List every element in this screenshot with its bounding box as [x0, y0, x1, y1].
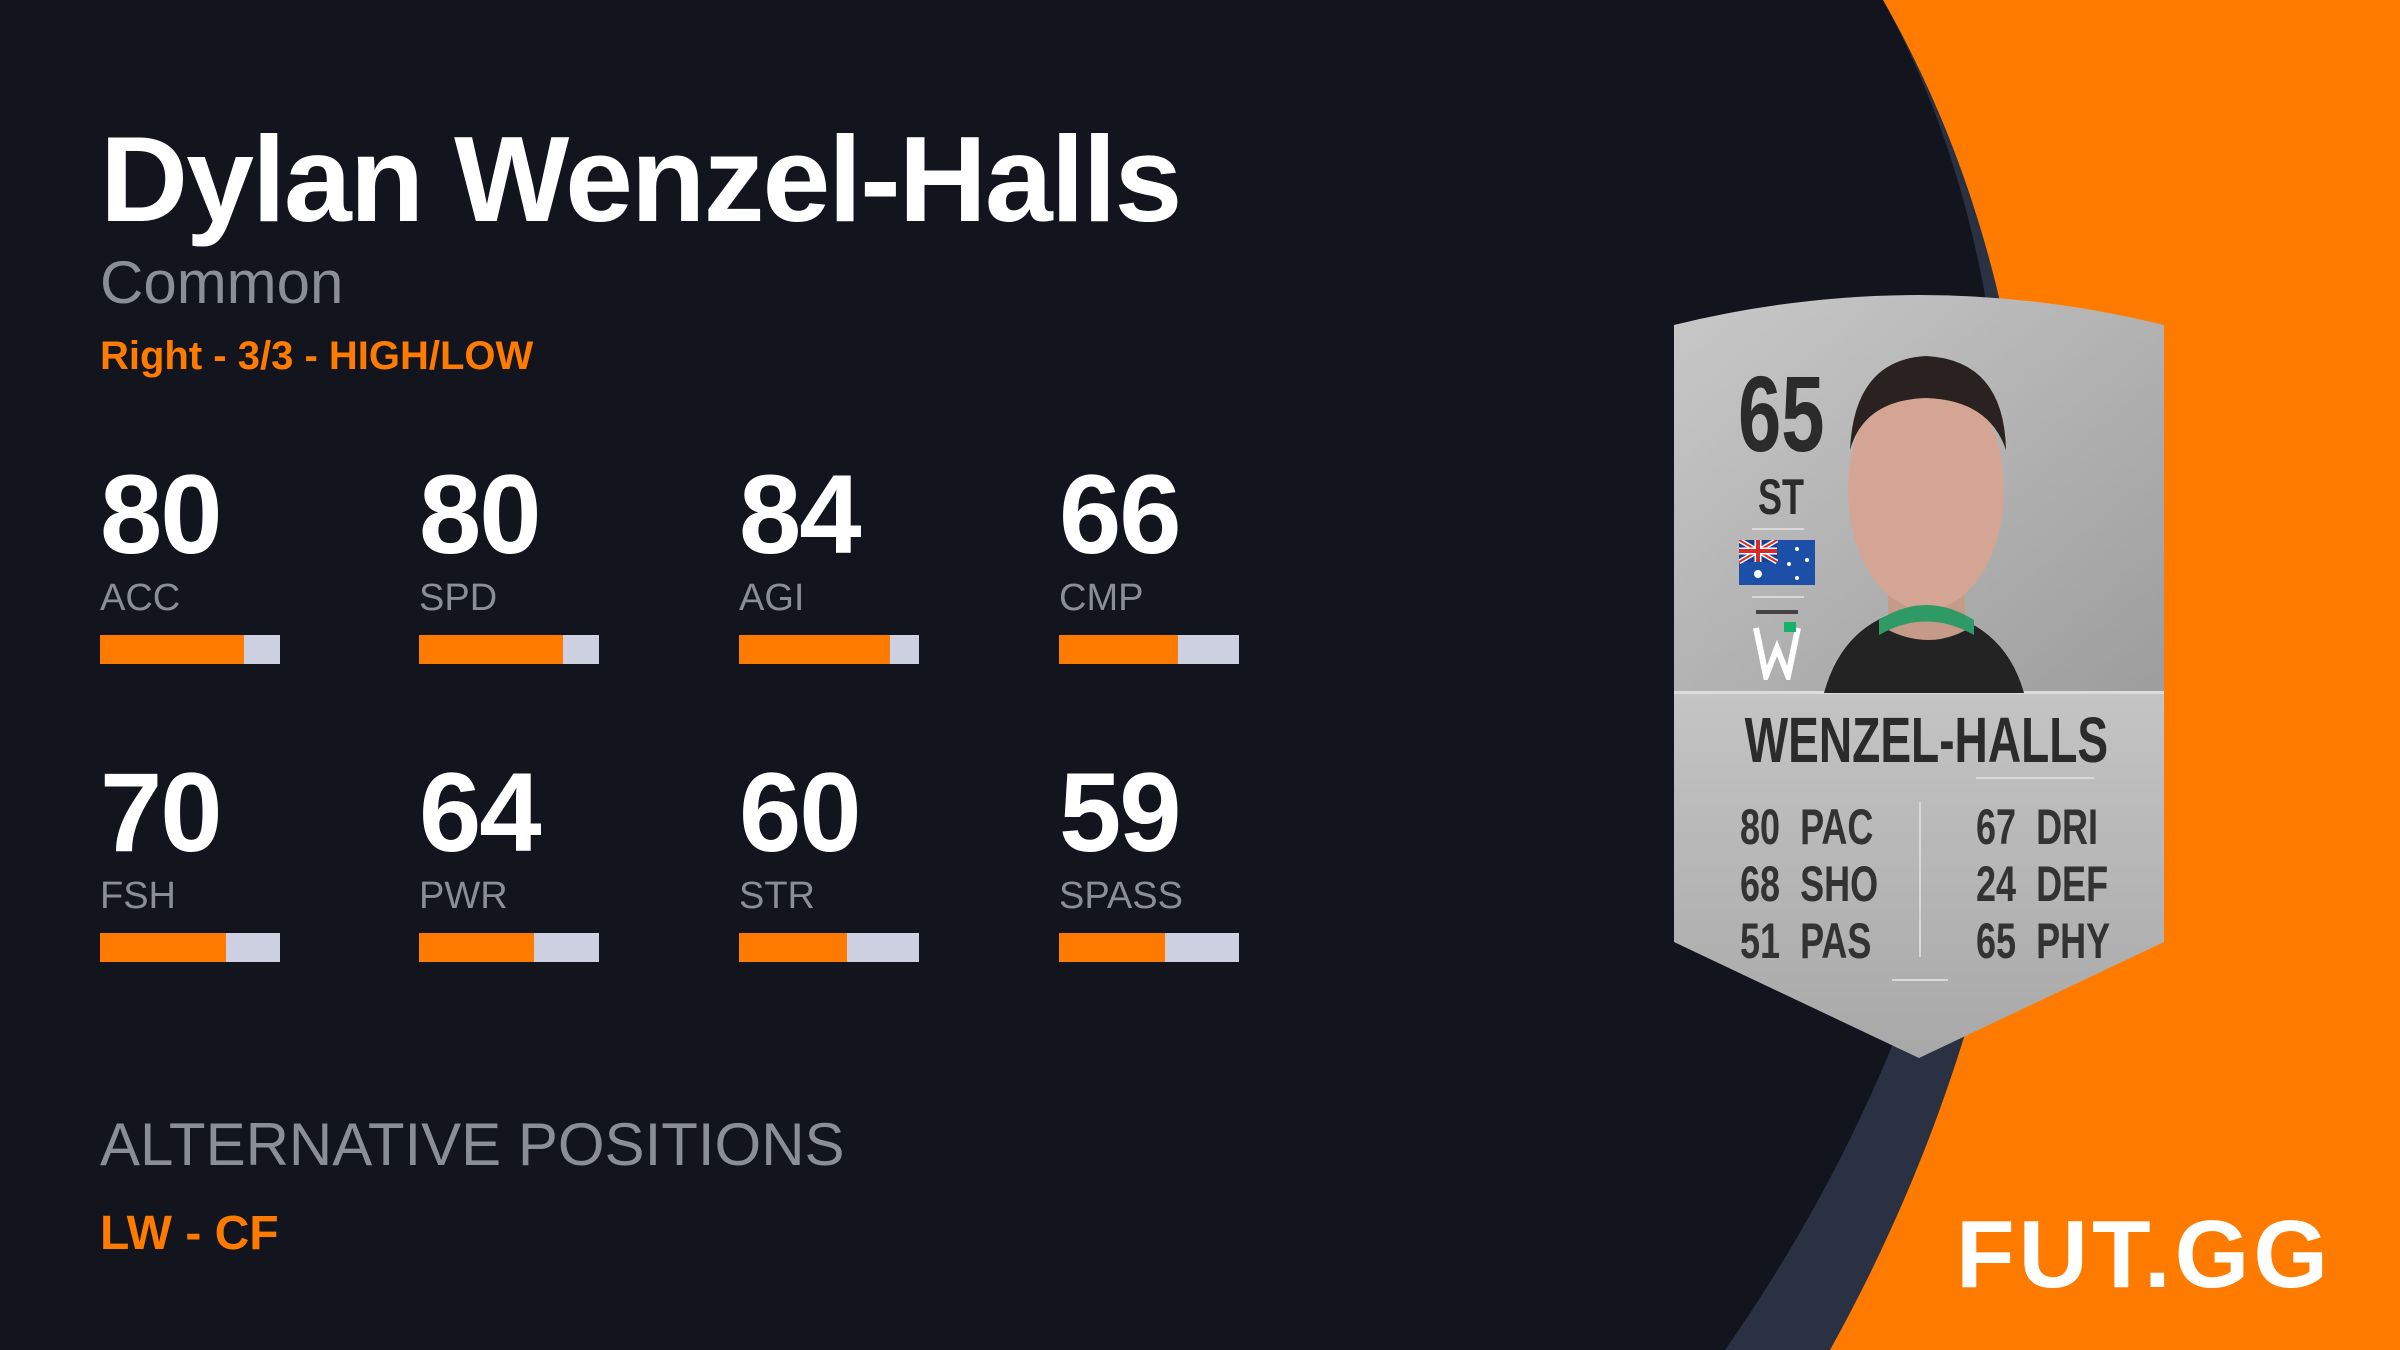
stat-bar-fill	[419, 933, 535, 962]
stat-value: 66	[1059, 452, 1182, 577]
stat-label: CMP	[1059, 577, 1144, 619]
stat-bar-fill	[100, 635, 244, 664]
alt-positions-title: ALTERNATIVE POSITIONS	[100, 1111, 845, 1178]
stat-value: 70	[100, 750, 223, 875]
stat-label: PWR	[419, 875, 508, 917]
stat-label: STR	[739, 875, 815, 917]
card-stat-value: 65	[1976, 913, 2017, 969]
card-stat-sho: 68 SHO	[1740, 859, 1932, 909]
card-stat-value: 51	[1740, 913, 1781, 969]
card-stat-label: PAC	[1800, 799, 1874, 855]
stat-value: 64	[419, 750, 542, 875]
stat-fsh: 70 FSH	[100, 757, 280, 962]
stat-agi: 84 AGI	[739, 459, 919, 664]
stat-bar	[1059, 933, 1239, 962]
alt-positions-value: LW - CF	[100, 1207, 279, 1260]
card-stat-dri: 67 DRI	[1976, 802, 2146, 852]
stat-bar-fill	[739, 933, 847, 962]
card-stat-label: PAS	[1800, 913, 1872, 969]
card-stat-label: DEF	[2036, 856, 2109, 912]
stat-value: 59	[1059, 750, 1182, 875]
stat-spd: 80 SPD	[419, 459, 599, 664]
divider	[1892, 979, 1948, 981]
stat-bar-fill	[419, 635, 563, 664]
stat-bar	[739, 933, 919, 962]
australia-flag-icon	[1739, 540, 1815, 585]
stat-bar	[100, 933, 280, 962]
stat-value: 80	[100, 452, 223, 577]
card-rating: 65	[1738, 353, 1825, 474]
divider	[1752, 528, 1804, 530]
card-stat-label: PHY	[2036, 913, 2111, 969]
stat-bar	[419, 933, 599, 962]
card-stat-phy: 65 PHY	[1976, 916, 2162, 966]
stat-bar	[100, 635, 280, 664]
stat-bar-fill	[100, 933, 226, 962]
western-united-badge-icon	[1753, 610, 1801, 680]
divider	[1752, 596, 1804, 598]
card-stat-label: DRI	[2036, 799, 2099, 855]
stat-value: 80	[419, 452, 542, 577]
divider	[1919, 802, 1921, 957]
card-stat-def: 24 DEF	[1976, 859, 2159, 909]
stat-bar	[419, 635, 599, 664]
stat-cmp: 66 CMP	[1059, 459, 1239, 664]
player-rarity: Common	[100, 249, 344, 316]
card-position: ST	[1758, 469, 1805, 525]
card-stat-label: SHO	[1800, 856, 1879, 912]
stat-str: 60 STR	[739, 757, 919, 962]
card-stat-pac: 80 PAC	[1740, 802, 1925, 852]
stat-bar-fill	[739, 635, 891, 664]
player-name: Dylan Wenzel-Halls	[100, 111, 1182, 247]
stat-bar	[1059, 635, 1239, 664]
stat-acc: 80 ACC	[100, 459, 280, 664]
stat-bar-fill	[1059, 635, 1178, 664]
stat-label: AGI	[739, 577, 805, 619]
stat-value: 60	[739, 750, 862, 875]
player-photo	[1824, 356, 2024, 693]
card-player-name: WENZEL-HALLS	[1744, 704, 2109, 776]
stat-label: ACC	[100, 577, 181, 619]
card-stat-value: 80	[1740, 799, 1781, 855]
card-stat-value: 67	[1976, 799, 2017, 855]
card-stat-pas: 51 PAS	[1740, 916, 1923, 966]
stat-label: SPASS	[1059, 875, 1183, 917]
player-card: 65 ST WENZEL-HALLS 80 PAC 68 SHO 51 PAS 67…	[1674, 290, 2164, 1058]
divider	[1976, 777, 2094, 779]
fut-gg-logo: FUT.GG	[1956, 1201, 2332, 1308]
stat-value: 84	[739, 452, 862, 577]
player-workrates: Right - 3/3 - HIGH/LOW	[100, 334, 534, 378]
stat-bar-fill	[1059, 933, 1166, 962]
stat-pwr: 64 PWR	[419, 757, 599, 962]
stat-bar	[739, 635, 919, 664]
stat-label: FSH	[100, 875, 176, 917]
stat-label: SPD	[419, 577, 498, 619]
stat-spass: 59 SPASS	[1059, 757, 1239, 962]
card-stat-value: 68	[1740, 856, 1781, 912]
card-stat-value: 24	[1976, 856, 2017, 912]
